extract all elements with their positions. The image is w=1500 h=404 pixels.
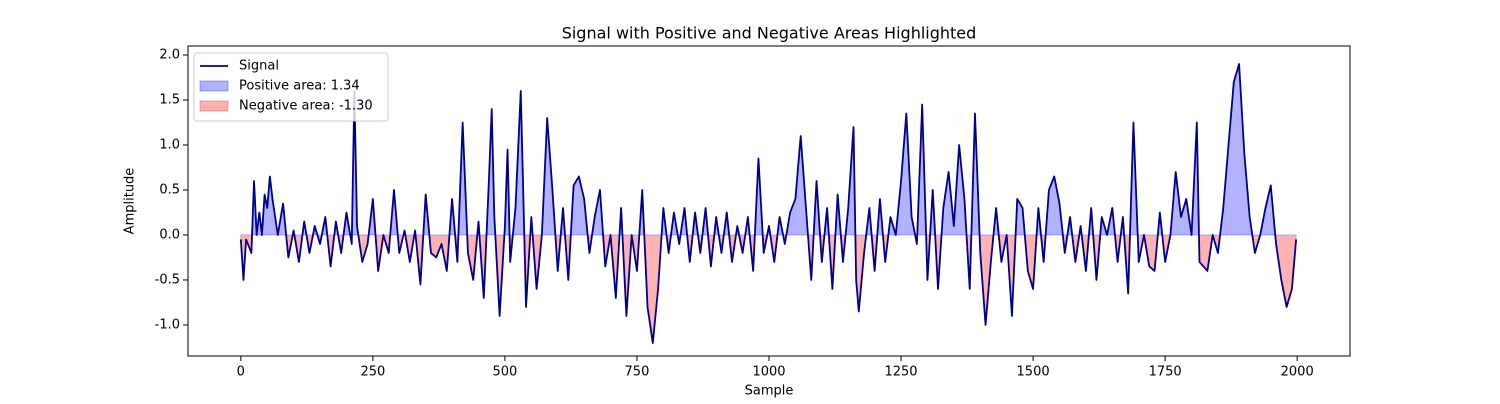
x-tick-label: 500 <box>492 365 517 380</box>
x-tick-label: 1250 <box>884 365 917 380</box>
legend-label: Negative area: -1.30 <box>239 99 373 114</box>
legend-swatch <box>199 100 229 112</box>
legend-label: Positive area: 1.34 <box>239 79 360 94</box>
legend-box <box>193 52 389 122</box>
y-tick-label: -0.5 <box>155 272 180 287</box>
y-tick-label: 2.0 <box>159 47 180 62</box>
x-axis-label: Sample <box>745 384 794 399</box>
y-tick-label: -1.0 <box>155 317 180 332</box>
y-tick-label: 1.5 <box>159 92 180 107</box>
chart-title: Signal with Positive and Negative Areas … <box>562 24 977 43</box>
x-tick-label: 1750 <box>1149 365 1182 380</box>
y-axis-label: Amplitude <box>123 168 138 235</box>
negative-area <box>240 234 1297 344</box>
positive-area <box>240 63 1297 235</box>
y-tick-label: 0.0 <box>159 227 180 242</box>
y-tick-label: 0.5 <box>159 182 180 197</box>
y-tick-label: 1.0 <box>159 137 180 152</box>
x-tick-label: 0 <box>237 365 245 380</box>
axes-frame <box>187 45 1351 357</box>
x-tick-label: 2000 <box>1281 365 1314 380</box>
legend-swatch <box>199 80 229 92</box>
signal-line <box>239 63 1298 344</box>
x-tick-label: 750 <box>625 365 650 380</box>
legend-label: Signal <box>239 59 279 74</box>
x-tick-label: 250 <box>360 365 385 380</box>
x-tick-label: 1500 <box>1017 365 1050 380</box>
x-tick-label: 1000 <box>752 365 785 380</box>
